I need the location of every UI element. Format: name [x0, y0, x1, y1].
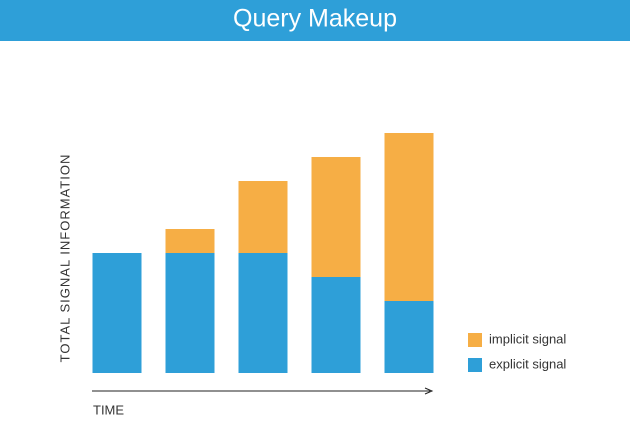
bar [165, 253, 215, 373]
y-axis-label: TOTAL SIGNAL INFORMATION [57, 154, 72, 363]
chart-title: Query Makeup [233, 5, 397, 33]
x-axis-label: TIME [93, 402, 124, 417]
bar [238, 181, 288, 253]
legend-swatch [468, 333, 482, 347]
bar [311, 277, 361, 373]
legend-label: implicit signal [489, 331, 566, 346]
legend-label: explicit signal [489, 356, 566, 371]
arrow-head [424, 387, 434, 395]
bar [92, 253, 142, 373]
header-band [0, 0, 630, 41]
bar [311, 157, 361, 277]
bar [384, 133, 434, 301]
bar [238, 253, 288, 373]
bar [384, 301, 434, 373]
legend-swatch [468, 358, 482, 372]
bar [165, 229, 215, 253]
